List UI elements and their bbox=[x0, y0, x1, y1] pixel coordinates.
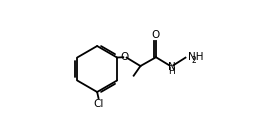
Text: N: N bbox=[168, 62, 176, 72]
Text: NH: NH bbox=[188, 52, 203, 62]
Text: O: O bbox=[151, 30, 159, 40]
Text: 2: 2 bbox=[191, 56, 196, 65]
Text: O: O bbox=[121, 52, 129, 62]
Text: H: H bbox=[168, 67, 175, 76]
Text: Cl: Cl bbox=[93, 99, 104, 109]
